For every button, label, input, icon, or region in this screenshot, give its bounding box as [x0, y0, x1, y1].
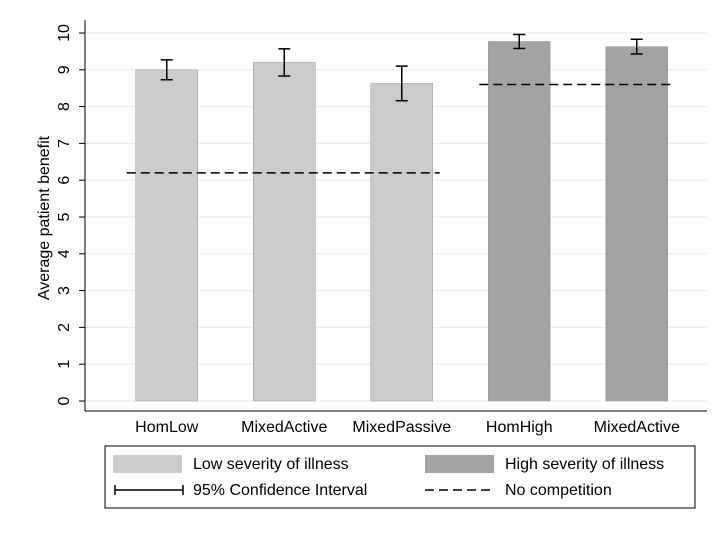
bar	[605, 46, 668, 402]
y-tick-label: 8	[56, 102, 73, 111]
y-tick-label: 1	[56, 360, 73, 369]
y-tick-label: 3	[56, 286, 73, 295]
legend-label: No competition	[505, 482, 612, 499]
y-tick-label: 10	[56, 24, 73, 42]
x-tick-label: MixedActive	[594, 419, 680, 436]
legend-box	[104, 445, 696, 509]
x-tick-label: MixedActive	[241, 419, 327, 436]
x-tick-label: HomHigh	[486, 419, 553, 436]
y-tick-label: 0	[56, 396, 73, 405]
y-tick-label: 7	[56, 139, 73, 148]
bar	[135, 69, 198, 402]
y-tick-label: 9	[56, 65, 73, 74]
y-tick-label: 5	[56, 212, 73, 221]
y-axis-label: Average patient benefit	[36, 135, 53, 300]
legend-label: Low severity of illness	[193, 456, 349, 473]
y-tick-label: 6	[56, 176, 73, 185]
bar	[488, 41, 551, 402]
x-tick-label: MixedPassive	[352, 419, 451, 436]
y-tick-label: 2	[56, 323, 73, 332]
legend-swatch	[425, 455, 494, 473]
bar	[370, 83, 433, 402]
legend-swatch	[113, 455, 182, 473]
bar	[253, 62, 316, 402]
y-tick-label: 4	[56, 249, 73, 258]
x-tick-label: HomLow	[135, 419, 199, 436]
legend-label: 95% Confidence Interval	[193, 482, 367, 499]
legend-label: High severity of illness	[505, 456, 664, 473]
